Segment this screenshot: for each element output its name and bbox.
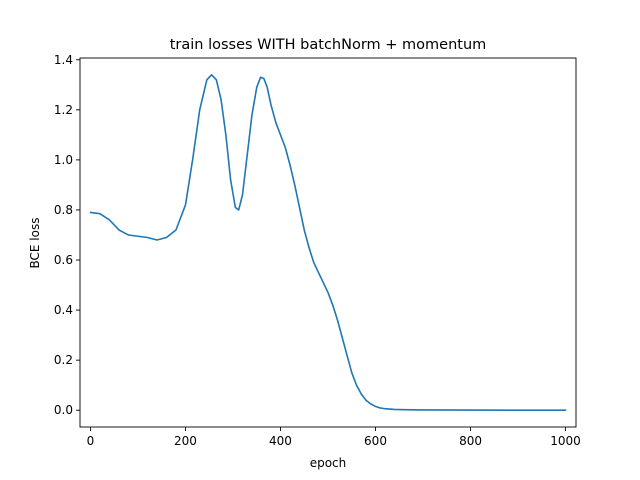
- axes-frame: [79, 57, 577, 428]
- x-tick-label: 600: [364, 434, 387, 448]
- x-axis-label: epoch: [310, 456, 347, 470]
- y-tick-label: 1.2: [54, 103, 73, 117]
- axes: 0 200 400 600 800 1000 0.0 0.2 0.4 0.6 0.8 1.0 1.2 1.…: [54, 53, 581, 448]
- plot-area: [89, 73, 567, 411]
- x-tick-label: 800: [459, 434, 482, 448]
- y-tick-label: 0.2: [54, 353, 73, 367]
- y-tick-label: 1.4: [54, 53, 73, 67]
- y-tick-label: 0.0: [54, 403, 73, 417]
- y-tick-label: 0.8: [54, 203, 73, 217]
- x-tick-label: 200: [174, 434, 197, 448]
- x-tick-label: 1000: [550, 434, 581, 448]
- y-axis-label: BCE loss: [28, 218, 42, 269]
- y-tick-label: 0.4: [54, 303, 73, 317]
- x-tick-label: 0: [87, 434, 95, 448]
- chart-title: train losses WITH batchNorm + momentum: [170, 37, 487, 53]
- y-tick-label: 0.6: [54, 253, 73, 267]
- x-tick-label: 400: [269, 434, 292, 448]
- y-tick-label: 1.0: [54, 153, 73, 167]
- series-line-0: [89, 73, 567, 411]
